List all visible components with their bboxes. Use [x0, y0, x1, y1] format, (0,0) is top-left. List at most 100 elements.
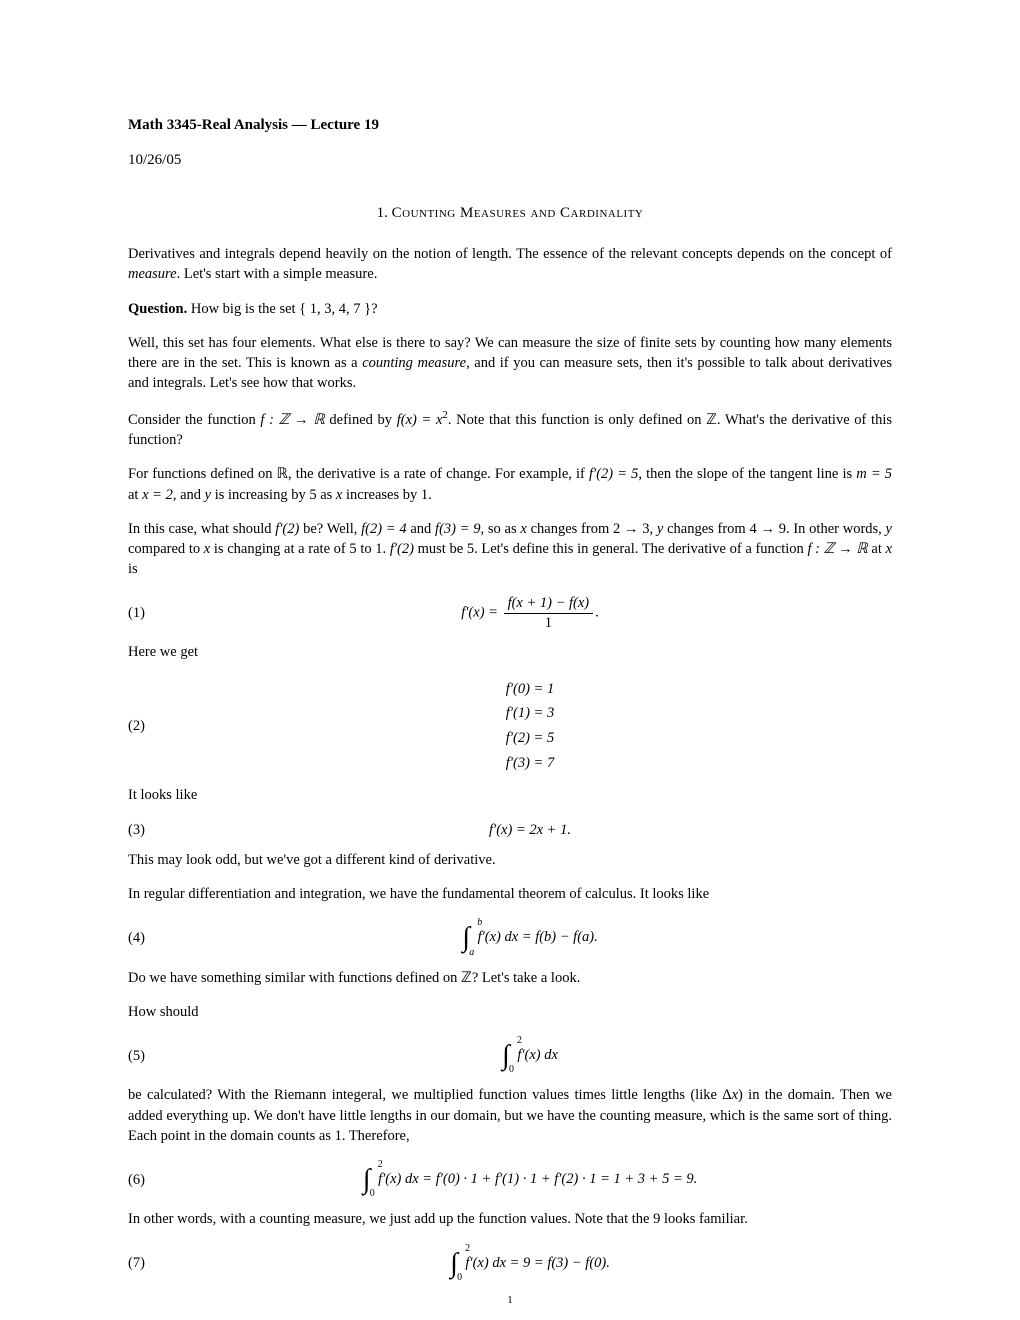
equation-number: (5) — [128, 1046, 168, 1066]
text: changes from 2 → 3, — [527, 521, 657, 537]
math: y — [886, 521, 892, 537]
equation-body: ∫ 2 0 f′(x) dx — [168, 1036, 892, 1075]
question-label: Question. — [128, 301, 187, 317]
integral-lower: 0 — [370, 1187, 375, 1201]
math: x = 2 — [142, 487, 173, 503]
text: For functions defined on ℝ, the derivati… — [128, 466, 589, 482]
math: f : ℤ → ℝ — [807, 541, 867, 557]
math: f(x) = x — [397, 412, 443, 428]
text: Consider the function — [128, 412, 260, 428]
text: be calculated? With the Riemann integera… — [128, 1087, 732, 1103]
paragraph-odd: This may look odd, but we've got a diffe… — [128, 850, 892, 870]
section-title: Counting Measures and Cardinality — [392, 205, 644, 221]
integral-symbol: ∫ 2 0 — [363, 1160, 371, 1199]
text: defined by — [325, 412, 397, 428]
numerator: f(x + 1) − f(x) — [504, 594, 594, 614]
paragraph-intro: Derivatives and integrals depend heavily… — [128, 244, 892, 285]
document-title: Math 3345-Real Analysis — Lecture 19 — [128, 115, 892, 136]
eq-lhs: f′(x) = — [461, 604, 501, 620]
paragraph-question: Question. How big is the set { 1, 3, 4, … — [128, 299, 892, 319]
integral-symbol: ∫ 2 0 — [502, 1036, 510, 1075]
paragraph-looks-like: It looks like — [128, 785, 892, 805]
paragraph-calculated: be calculated? With the Riemann integera… — [128, 1085, 892, 1146]
text: compared to — [128, 541, 204, 557]
paragraph-familiar: In other words, with a counting measure,… — [128, 1209, 892, 1229]
integral-upper: 2 — [465, 1242, 470, 1256]
text: , and — [173, 487, 205, 503]
integral-lower: 0 — [457, 1271, 462, 1285]
eq-line: f′(0) = 1 — [506, 677, 554, 702]
eq-line: f′(1) = 3 — [506, 701, 554, 726]
paragraph-derivative-rate: For functions defined on ℝ, the derivati… — [128, 464, 892, 505]
section-number: 1. — [377, 205, 388, 221]
eq-line: f′(3) = 7 — [506, 751, 554, 776]
equation-number: (7) — [128, 1253, 168, 1273]
equation-2: (2) f′(0) = 1 f′(1) = 3 f′(2) = 5 f′(3) … — [128, 677, 892, 776]
page-number: 1 — [128, 1293, 892, 1308]
paragraph-how-should: How should — [128, 1002, 892, 1022]
text: be? Well, — [299, 521, 361, 537]
integral-symbol: ∫ b a — [462, 918, 470, 957]
integrand: f′(x) dx — [514, 1047, 558, 1063]
equation-1: (1) f′(x) = f(x + 1) − f(x)1. — [128, 594, 892, 633]
equation-number: (2) — [128, 716, 168, 736]
integral-lower: 0 — [509, 1063, 514, 1077]
math: f′(2) — [390, 541, 414, 557]
text: Derivatives and integrals depend heavily… — [128, 246, 892, 262]
text: increases by 1. — [342, 487, 431, 503]
paragraph-ftc: In regular differentiation and integrati… — [128, 884, 892, 904]
math: f(2) = 4 — [361, 521, 406, 537]
equation-body: f′(0) = 1 f′(1) = 3 f′(2) = 5 f′(3) = 7 — [168, 677, 892, 776]
term-counting-measure: counting measure — [362, 355, 466, 371]
integral-lower: a — [469, 946, 474, 960]
paragraph-function-def: Consider the function f : ℤ → ℝ defined … — [128, 408, 892, 450]
equation-6: (6) ∫ 2 0 f′(x) dx = f′(0) · 1 + f′(1) ·… — [128, 1160, 892, 1199]
math: m = 5 — [856, 466, 892, 482]
paragraph-here-we-get: Here we get — [128, 642, 892, 662]
equation-3: (3) f′(x) = 2x + 1. — [128, 820, 892, 840]
equation-number: (6) — [128, 1170, 168, 1190]
paragraph-similar: Do we have something similar with functi… — [128, 968, 892, 988]
eq-end: . — [595, 604, 599, 620]
text: must be 5. Let's define this in general.… — [414, 541, 808, 557]
math: x — [886, 541, 892, 557]
text: is — [128, 561, 138, 577]
integrand: f′(x) dx = f′(0) · 1 + f′(1) · 1 + f′(2)… — [374, 1171, 697, 1187]
equation-stack: f′(0) = 1 f′(1) = 3 f′(2) = 5 f′(3) = 7 — [506, 677, 554, 776]
equation-body: f′(x) = f(x + 1) − f(x)1. — [168, 594, 892, 633]
equation-body: ∫ 2 0 f′(x) dx = 9 = f(3) − f(0). — [168, 1244, 892, 1283]
integrand: f′(x) dx = f(b) − f(a). — [474, 929, 598, 945]
text: , then the slope of the tangent line is — [638, 466, 856, 482]
equation-number: (3) — [128, 820, 168, 840]
fraction: f(x + 1) − f(x)1 — [504, 594, 594, 633]
text: , so as — [481, 521, 521, 537]
integral-symbol: ∫ 2 0 — [450, 1244, 458, 1283]
term-measure: measure — [128, 266, 177, 282]
text: at — [128, 487, 142, 503]
math: f′(2) = 5 — [589, 466, 638, 482]
eq-line: f′(2) = 5 — [506, 726, 554, 751]
question-text: How big is the set { 1, 3, 4, 7 }? — [187, 301, 377, 317]
math: f : ℤ → ℝ — [260, 412, 324, 428]
text: is changing at a rate of 5 to 1. — [210, 541, 390, 557]
text: and — [407, 521, 435, 537]
equation-body: f′(x) = 2x + 1. — [168, 820, 892, 840]
integrand: f′(x) dx = 9 = f(3) − f(0). — [462, 1255, 610, 1271]
equation-4: (4) ∫ b a f′(x) dx = f(b) − f(a). — [128, 918, 892, 957]
integral-upper: 2 — [378, 1158, 383, 1172]
integral-upper: 2 — [517, 1034, 522, 1048]
equation-body: ∫ b a f′(x) dx = f(b) − f(a). — [168, 918, 892, 957]
equation-7: (7) ∫ 2 0 f′(x) dx = 9 = f(3) − f(0). — [128, 1244, 892, 1283]
math: f(3) = 9 — [435, 521, 480, 537]
denominator: 1 — [504, 614, 594, 633]
equation-number: (4) — [128, 928, 168, 948]
equation-number: (1) — [128, 603, 168, 623]
text: at — [868, 541, 886, 557]
integral-upper: b — [477, 916, 482, 930]
text: In this case, what should — [128, 521, 275, 537]
paragraph-counting: Well, this set has four elements. What e… — [128, 333, 892, 394]
equation-body: ∫ 2 0 f′(x) dx = f′(0) · 1 + f′(1) · 1 +… — [168, 1160, 892, 1199]
section-header: 1. Counting Measures and Cardinality — [128, 203, 892, 224]
document-date: 10/26/05 — [128, 150, 892, 171]
math: f′(2) — [275, 521, 299, 537]
